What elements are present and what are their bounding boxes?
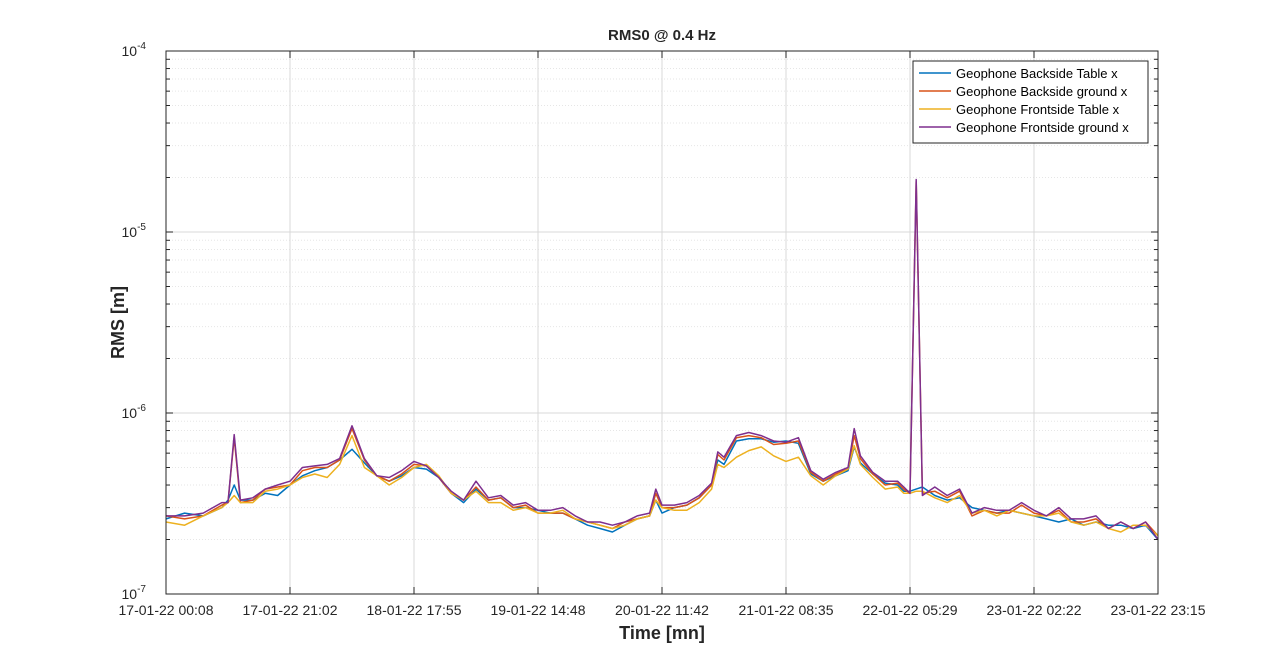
y-tick-label: 10-6 [122, 403, 147, 421]
x-tick-label: 17-01-22 21:02 [243, 602, 338, 618]
y-tick-label: 10-5 [122, 222, 147, 240]
y-axis-ticks: 10-7 10-6 10-5 10-4 [122, 41, 1158, 602]
x-tick-label: 20-01-22 11:42 [615, 602, 709, 618]
x-tick-label: 21-01-22 08:35 [739, 602, 834, 618]
series-line-3 [165, 434, 1159, 537]
legend-entry: Geophone Backside Table x [956, 66, 1118, 81]
legend-entry: Geophone Backside ground x [956, 84, 1128, 99]
x-tick-label: 17-01-22 00:08 [119, 602, 214, 618]
x-tick-label: 23-01-22 23:15 [1111, 602, 1206, 618]
legend: Geophone Backside Table x Geophone Backsi… [912, 60, 1149, 144]
legend-entry: Geophone Frontside Table x [956, 102, 1120, 117]
y-tick-label: 10-7 [122, 584, 147, 602]
x-tick-label: 19-01-22 14:48 [491, 602, 586, 618]
x-tick-label: 22-01-22 05:29 [863, 602, 958, 618]
legend-box [912, 60, 1149, 144]
series-lines [165, 178, 1159, 540]
x-tick-label: 23-01-22 02:22 [987, 602, 1082, 618]
chart-title: RMS0 @ 0.4 Hz [608, 27, 716, 44]
series-line-4 [166, 178, 1159, 540]
x-axis-label: Time [mn] [619, 623, 705, 643]
legend-entry: Geophone Frontside ground x [956, 120, 1129, 135]
y-tick-label: 10-4 [122, 41, 147, 59]
x-axis-ticks: 17-01-22 00:08 17-01-22 21:02 18-01-22 17:… [119, 51, 1206, 618]
y-axis-label: RMS [m] [108, 286, 128, 359]
x-tick-label: 18-01-22 17:55 [367, 602, 462, 618]
